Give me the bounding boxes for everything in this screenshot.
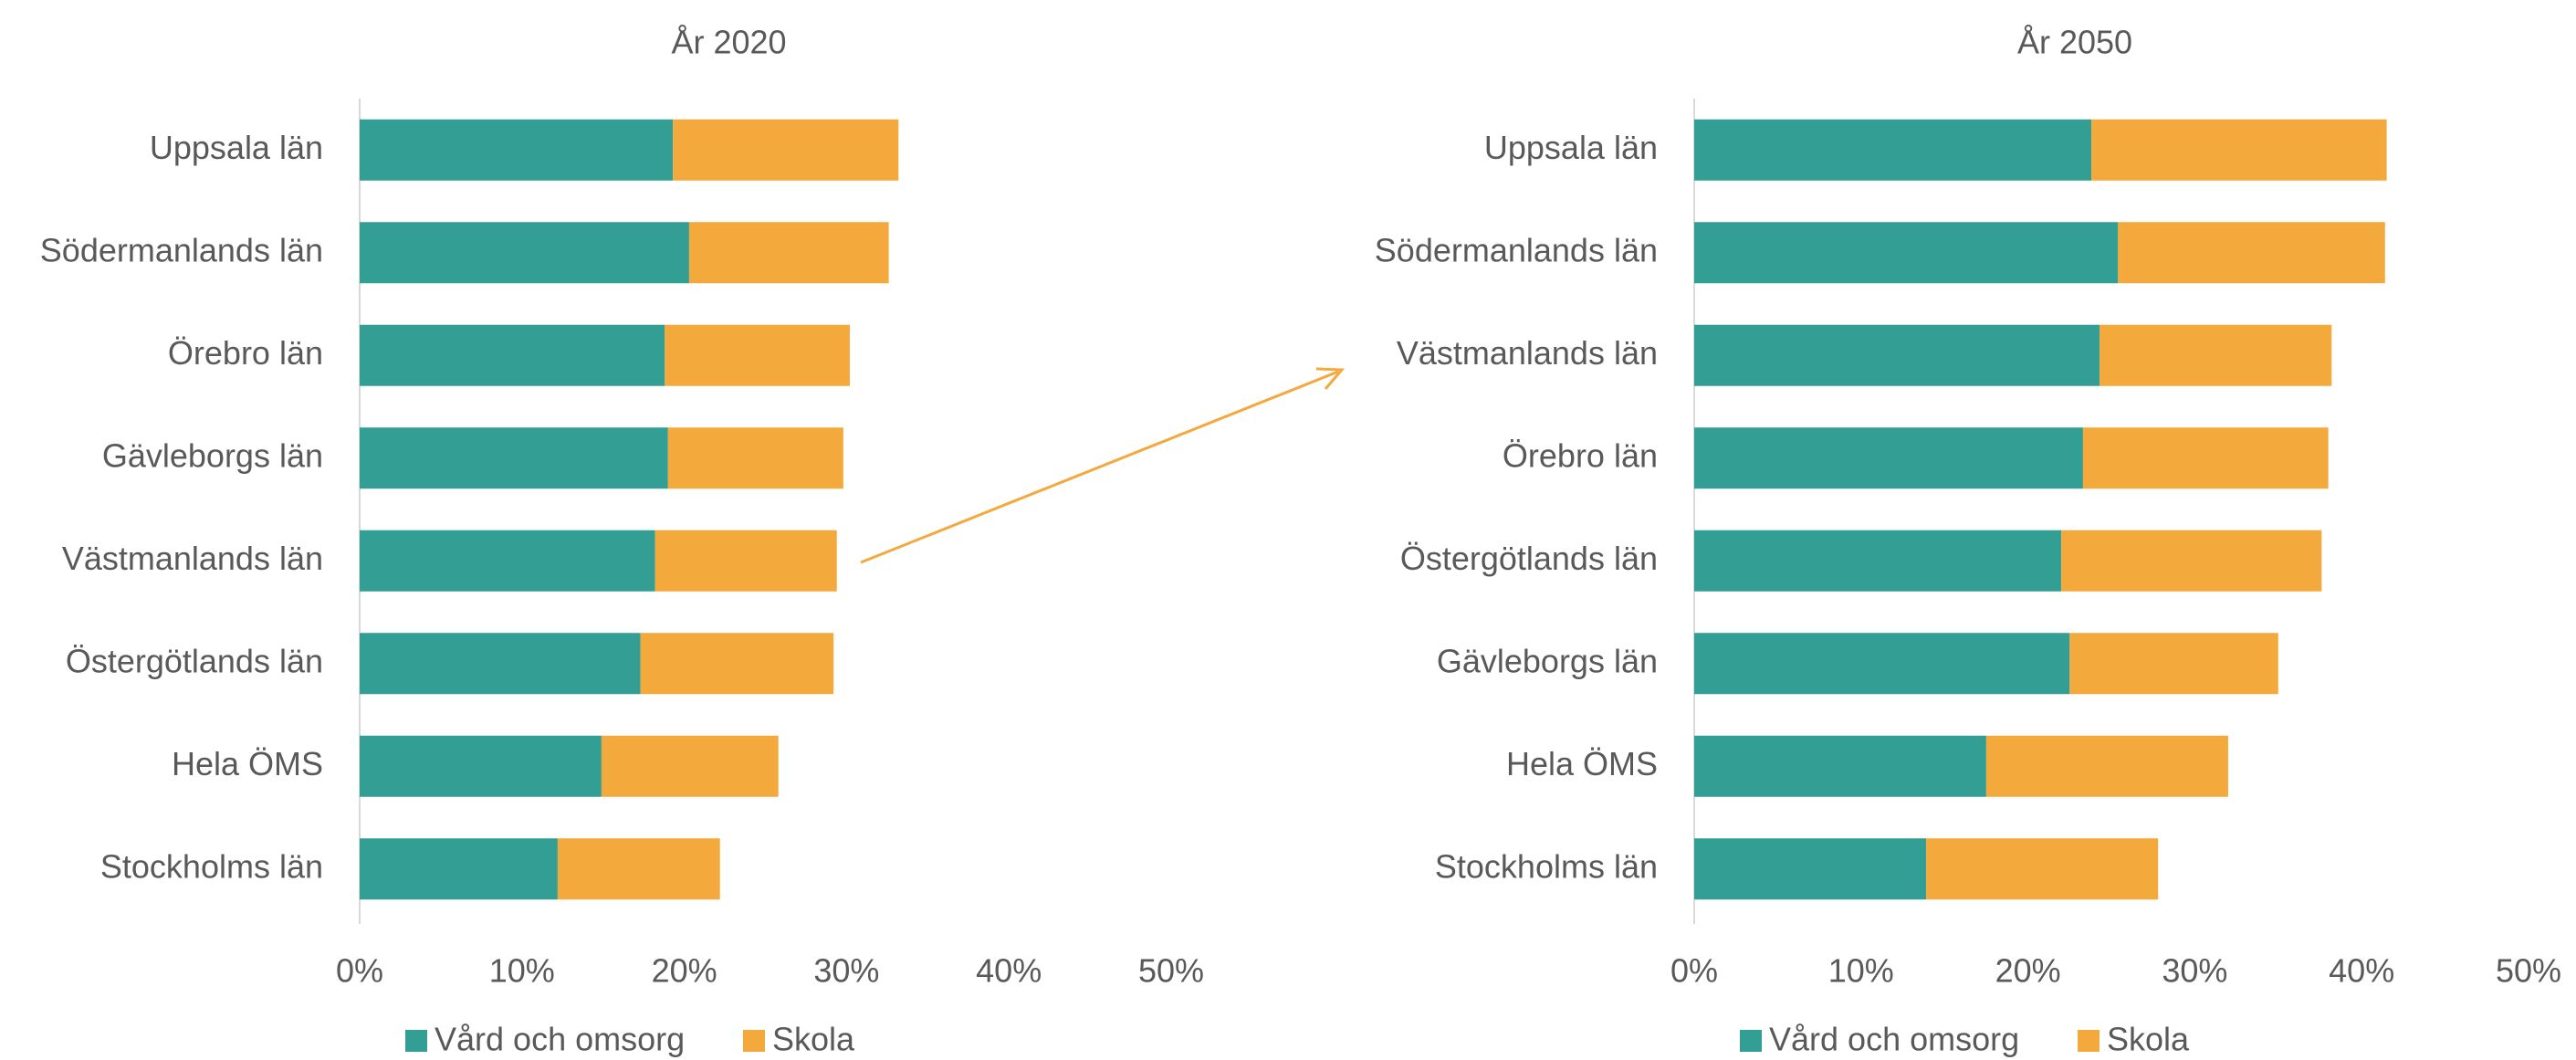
x-tick-label: 20% — [652, 952, 717, 990]
bar-segment — [1694, 735, 1986, 797]
y-tick-label: Gävleborgs län — [102, 436, 323, 474]
bar-segment — [1694, 838, 1927, 900]
x-tick-label: 10% — [1828, 952, 1894, 990]
bar-segment — [360, 838, 558, 900]
x-tick-label: 20% — [1995, 952, 2061, 990]
bar-segment — [1926, 838, 2159, 900]
bar-segment — [2091, 119, 2387, 181]
bar-segment — [360, 324, 665, 386]
x-tick-label: 0% — [336, 952, 383, 990]
y-tick-label: Stockholms län — [1435, 847, 1658, 885]
arrow — [860, 370, 1339, 564]
y-tick-label: Östergötlands län — [66, 642, 323, 679]
arrow-head — [1315, 367, 1346, 390]
x-tick-label: 50% — [2496, 952, 2561, 990]
legend-label: Vård och omsorg — [435, 1021, 685, 1058]
bar-segment — [688, 222, 889, 284]
x-tick-label: 10% — [489, 952, 555, 990]
bar-segment — [1694, 324, 2100, 386]
y-tick-label: Hela ÖMS — [1506, 745, 1658, 782]
legend-label: Skola — [772, 1021, 855, 1058]
y-tick-label: Gävleborgs län — [1437, 642, 1658, 679]
x-tick-label: 0% — [1670, 952, 1718, 990]
bar-segment — [654, 530, 837, 592]
bar-segment — [1694, 222, 2119, 284]
bar-segment — [667, 427, 843, 489]
legend-label: Skola — [2107, 1021, 2190, 1058]
legend-label: Vård och omsorg — [1769, 1021, 2019, 1058]
bar-segment — [557, 838, 720, 900]
bar-segment — [2100, 324, 2332, 386]
bar-segment — [1694, 119, 2092, 181]
bar-segment — [665, 324, 850, 386]
x-tick-label: 50% — [1138, 952, 1204, 990]
bar-segment — [360, 427, 668, 489]
bar-segment — [2082, 427, 2329, 489]
chart-title: År 2020 — [671, 24, 786, 61]
bar-segment — [601, 735, 779, 797]
legend-swatch — [405, 1030, 427, 1052]
y-tick-label: Södermanlands län — [1375, 231, 1658, 268]
legend-swatch — [743, 1030, 765, 1052]
bar-segment — [360, 119, 674, 181]
x-tick-label: 40% — [2329, 952, 2394, 990]
x-tick-label: 30% — [813, 952, 879, 990]
y-tick-label: Västmanlands län — [1397, 334, 1658, 372]
bar-segment — [2069, 633, 2278, 695]
y-tick-label: Östergötlands län — [1400, 540, 1658, 577]
y-tick-label: Västmanlands län — [62, 540, 323, 577]
bar-segment — [360, 633, 641, 695]
bar-segment — [1985, 735, 2228, 797]
legend-swatch — [1740, 1030, 1762, 1052]
y-tick-label: Uppsala län — [1484, 129, 1658, 166]
bar-segment — [360, 222, 689, 284]
y-tick-label: Hela ÖMS — [172, 745, 323, 782]
y-tick-label: Stockholms län — [100, 847, 323, 885]
bar-segment — [640, 633, 834, 695]
x-tick-label: 30% — [2162, 952, 2227, 990]
chart-title: År 2050 — [2017, 24, 2132, 61]
y-tick-label: Södermanlands län — [40, 231, 323, 268]
bar-segment — [1694, 427, 2083, 489]
bar-segment — [360, 530, 655, 592]
y-tick-label: Örebro län — [168, 334, 323, 372]
bar-segment — [1694, 633, 2070, 695]
bar-segment — [2061, 530, 2322, 592]
y-tick-label: Örebro län — [1503, 436, 1658, 474]
x-tick-label: 40% — [976, 952, 1042, 990]
bar-segment — [673, 119, 899, 181]
bar-segment — [360, 735, 602, 797]
legend-swatch — [2078, 1030, 2100, 1052]
y-tick-label: Uppsala län — [150, 129, 323, 166]
bar-segment — [2118, 222, 2385, 284]
bar-segment — [1694, 530, 2062, 592]
